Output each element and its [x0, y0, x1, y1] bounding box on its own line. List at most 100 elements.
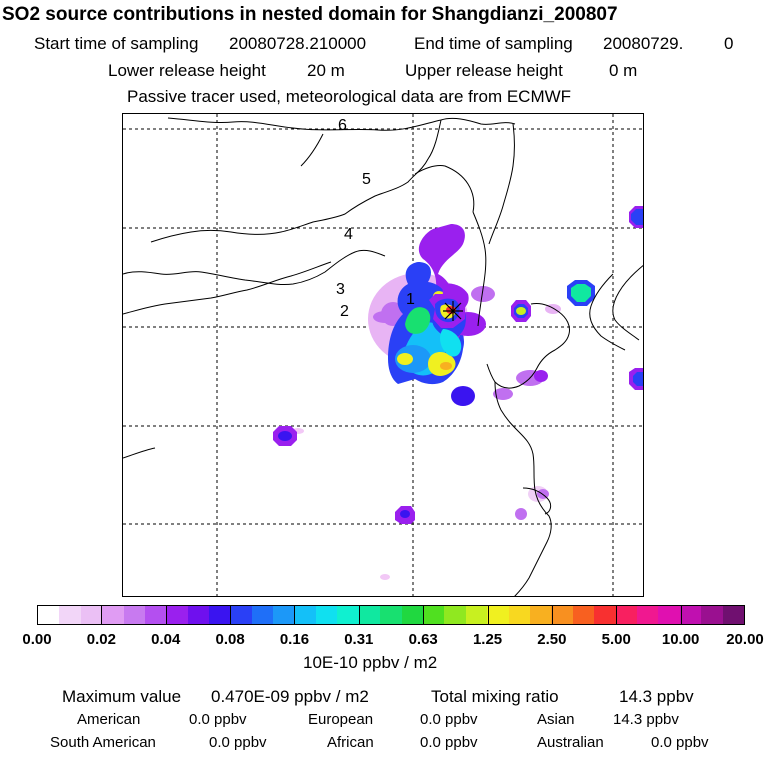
- colorbar-divider: [552, 605, 553, 625]
- chart-title: SO2 source contributions in nested domai…: [2, 4, 618, 25]
- total-label: Total mixing ratio: [431, 687, 559, 706]
- colorbar-tick-label: 0.31: [344, 631, 374, 648]
- colorbar-swatch: [59, 606, 81, 624]
- region-value: 14.3 ppbv: [613, 711, 679, 728]
- colorbar-divider: [101, 605, 102, 625]
- plume-faint: [380, 574, 390, 580]
- max-value: 0.470E-09 ppbv / m2: [211, 687, 369, 706]
- colorbar-swatch: [230, 606, 252, 624]
- colorbar-swatch: [487, 606, 509, 624]
- colorbar-swatch: [209, 606, 231, 624]
- spot-edge: [631, 209, 643, 225]
- colorbar-swatch: [294, 606, 317, 624]
- colorbar-divider: [423, 605, 424, 625]
- colorbar-tick-label: 5.00: [601, 631, 631, 648]
- colorbar-swatch: [38, 606, 60, 624]
- coastline: [612, 265, 643, 341]
- colorbar-swatch: [187, 606, 210, 624]
- lower-height-value: 20 m: [307, 61, 345, 80]
- traj-label-1: 1: [406, 291, 415, 308]
- coastline: [488, 123, 515, 245]
- colorbar-swatch: [80, 606, 103, 624]
- colorbar-divider: [294, 605, 295, 625]
- region-value: 0.0 ppbv: [651, 734, 709, 751]
- concentration-field: [273, 206, 643, 580]
- colorbar-divider: [230, 605, 231, 625]
- colorbar-swatch: [722, 606, 744, 624]
- spot-ne: [571, 284, 591, 302]
- colorbar-swatch: [123, 606, 145, 624]
- upper-height-value: 0 m: [609, 61, 638, 80]
- region-name: African: [327, 734, 374, 751]
- colorbar-swatch: [337, 606, 359, 624]
- spot-east: [493, 388, 513, 400]
- colorbar-swatch: [102, 606, 124, 624]
- colorbar-tick-label: 20.00: [726, 631, 764, 648]
- spot-east: [515, 508, 527, 520]
- region-name: American: [77, 711, 141, 728]
- map-svg: 6 5 4 3 2 1: [123, 114, 643, 596]
- colorbar-swatch: [658, 606, 680, 624]
- colorbar-swatch: [701, 606, 723, 624]
- end-time-value: 20080729.: [603, 34, 684, 53]
- colorbar-tick-label: 0.02: [86, 631, 116, 648]
- coastline: [472, 211, 487, 327]
- colorbar-tick-label: 0.63: [408, 631, 438, 648]
- colorbar-tick-label: 0.00: [22, 631, 52, 648]
- max-value-label: Maximum value: [62, 687, 182, 706]
- colorbar-swatch: [529, 606, 552, 624]
- plume-peak: [440, 362, 452, 370]
- region-name: South American: [50, 734, 156, 751]
- site-marker-d2: [444, 302, 462, 320]
- plume-core: [440, 329, 462, 357]
- spot-east: [534, 370, 548, 382]
- colorbar-swatch: [465, 606, 488, 624]
- spot-east: [471, 286, 495, 302]
- spot-west: [278, 431, 292, 441]
- upper-height-label: Upper release height: [405, 61, 563, 80]
- grid-lines: [123, 114, 643, 596]
- plume-core: [451, 386, 475, 406]
- coastlines: [123, 117, 643, 596]
- coastline: [522, 487, 552, 515]
- colorbar-divider: [616, 605, 617, 625]
- spot-south: [400, 510, 410, 518]
- plume-core: [405, 307, 431, 334]
- colorbar-swatch: [144, 606, 167, 624]
- lower-height-label: Lower release height: [108, 61, 266, 80]
- spot-west: [373, 311, 397, 323]
- colorbar-swatch: [358, 606, 381, 624]
- colorbar-swatch: [615, 606, 637, 624]
- start-time-label: Start time of sampling: [34, 34, 199, 53]
- colorbar-swatch: [636, 606, 659, 624]
- traj-label-6: 6: [338, 117, 347, 134]
- spot-ne: [516, 307, 526, 315]
- end-time-suffix: 0: [724, 34, 734, 53]
- spot-edge: [633, 372, 643, 386]
- colorbar-tick-label: 0.16: [279, 631, 310, 648]
- colorbar: [37, 605, 745, 625]
- colorbar-tick-label: 2.50: [537, 631, 567, 648]
- region-name: European: [308, 711, 374, 728]
- trajectory-labels: 6 5 4 3 2 1: [336, 117, 415, 320]
- coastline: [589, 273, 626, 351]
- tracer-note: Passive tracer used, meteorological data…: [127, 87, 572, 106]
- colorbar-swatch: [551, 606, 573, 624]
- colorbar-swatch: [508, 606, 530, 624]
- colorbar-tick-label: 0.08: [215, 631, 245, 648]
- colorbar-swatch: [444, 606, 466, 624]
- colorbar-swatch: [679, 606, 702, 624]
- colorbar-tick-label: 0.04: [151, 631, 181, 648]
- end-time-label: End time of sampling: [414, 34, 573, 53]
- region-value: 0.0 ppbv: [420, 711, 478, 728]
- colorbar-unit: 10E-10 ppbv / m2: [303, 653, 438, 672]
- coastline: [123, 261, 332, 315]
- colorbar-divider: [488, 605, 489, 625]
- colorbar-swatch: [316, 606, 338, 624]
- site-marker-icon: [443, 301, 463, 321]
- traj-label-3: 3: [336, 281, 345, 298]
- plume-peak: [397, 353, 413, 365]
- coastline: [167, 117, 516, 131]
- colorbar-swatch: [380, 606, 402, 624]
- map-panel: 6 5 4 3 2 1: [122, 113, 644, 597]
